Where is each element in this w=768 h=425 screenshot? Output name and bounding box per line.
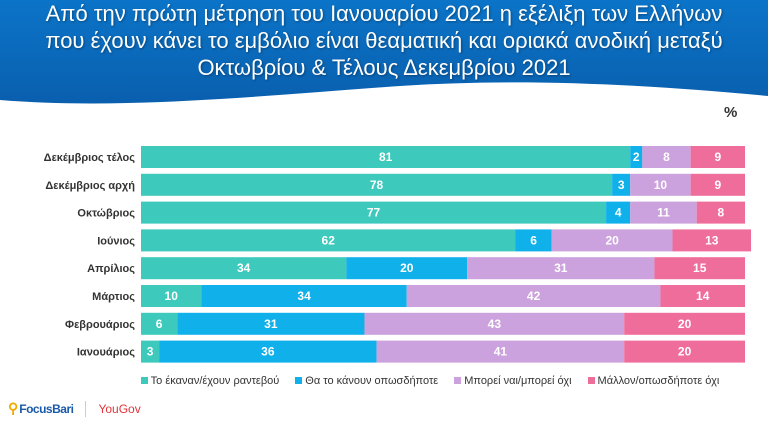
data-label: 36 — [261, 345, 275, 359]
bar-segment — [141, 229, 516, 252]
bar-segment — [654, 257, 745, 280]
bar-segment — [612, 173, 631, 196]
bar-segment — [141, 201, 607, 224]
logos: ⚲ FocusBari YouGov — [8, 400, 141, 417]
category-label: Ιανουάριος — [77, 347, 135, 359]
bar-segment — [364, 312, 625, 335]
data-label: 11 — [657, 206, 670, 220]
bar-segment — [690, 146, 745, 168]
header-banner — [0, 0, 768, 104]
category-label: Δεκέμβριος αρχή — [45, 180, 135, 192]
bar-segment — [630, 201, 697, 224]
legend-item: Θα το κάνουν οπωσδήποτε — [295, 375, 438, 387]
data-label: 6 — [530, 233, 537, 247]
legend-label: Θα το κάνουν οπωσδήποτε — [305, 375, 439, 387]
data-label: 9 — [714, 178, 721, 192]
bar-segment — [696, 201, 745, 224]
data-label: 20 — [605, 233, 619, 247]
bar-segment — [690, 173, 745, 196]
data-label: 42 — [527, 289, 541, 303]
legend-swatch — [587, 377, 595, 384]
bar-segment — [141, 173, 613, 196]
data-label: 4 — [615, 206, 622, 220]
data-label: 31 — [554, 261, 568, 275]
data-label: 2 — [633, 150, 640, 164]
legend-item: Μπορεί ναι/μπορεί όχι — [454, 375, 572, 387]
legend-swatch — [295, 377, 303, 384]
category-label: Οκτώβριος — [77, 208, 135, 220]
data-label: 20 — [400, 261, 414, 275]
category-label: Μάρτιος — [92, 291, 135, 303]
data-label: 31 — [264, 317, 278, 331]
title-line: Οκτωβρίου & Τέλους Δεκεμβρίου 2021 — [197, 55, 571, 80]
bar-segment — [141, 146, 631, 168]
bar-segment — [624, 312, 745, 335]
bar-segment — [624, 340, 745, 363]
legend: Το έκαναν/έχουν ραντεβού Θα το κάνουν οπω… — [110, 375, 750, 387]
bar-segment — [606, 201, 631, 224]
data-label: 9 — [714, 150, 721, 164]
data-label: 15 — [693, 261, 707, 275]
bar-segment — [141, 312, 178, 335]
data-label: 34 — [237, 261, 251, 275]
bar-segment — [551, 229, 673, 252]
data-label: 14 — [696, 289, 710, 303]
legend-label: Το έκαναν/έχουν ραντεβού — [150, 375, 280, 387]
bar-segment — [141, 285, 202, 307]
data-label: 41 — [494, 345, 508, 359]
chart-title: Από την πρώτη μέτρηση του Ιανουαρίου 202… — [0, 0, 768, 81]
bar-segment — [141, 340, 160, 363]
bar-segment — [346, 257, 468, 280]
magnifier-icon: ⚲ — [8, 400, 19, 416]
bar-segment — [159, 340, 377, 363]
bar-segment — [642, 146, 691, 168]
title-line: Από την πρώτη μέτρηση του Ιανουαρίου 202… — [45, 1, 723, 26]
data-label: 10 — [654, 178, 668, 192]
legend-label: Μάλλον/οπωσδήποτε όχι — [597, 375, 720, 387]
focusbari-logo: FocusBari — [19, 401, 74, 416]
data-label: 20 — [678, 317, 692, 331]
logo-divider — [85, 400, 87, 417]
bar-segment — [376, 340, 625, 363]
data-label: 8 — [717, 206, 724, 220]
unit-label: % — [724, 104, 738, 121]
category-label: Φεβρουάριος — [65, 319, 135, 331]
data-label: 78 — [370, 178, 384, 192]
data-label: 13 — [705, 233, 719, 247]
category-label: Ιούνιος — [97, 235, 135, 247]
data-label: 3 — [618, 178, 625, 192]
data-label: 10 — [165, 289, 179, 303]
data-label: 81 — [379, 150, 393, 164]
data-label: 62 — [322, 233, 336, 247]
bar-segment — [672, 229, 752, 252]
data-label: 8 — [663, 150, 670, 164]
legend-item: Το έκαναν/έχουν ραντεβού — [140, 375, 280, 387]
data-label: 43 — [488, 317, 502, 331]
title-line: που έχουν κάνει το εμβόλιο είναι θεαματι… — [45, 28, 723, 53]
bar-segment — [201, 285, 407, 307]
category-label: Απρίλιος — [87, 263, 135, 275]
legend-item: Μάλλον/οπωσδήποτε όχι — [587, 375, 720, 387]
legend-swatch — [454, 377, 462, 384]
bar-segment — [177, 312, 365, 335]
data-label: 3 — [147, 345, 154, 359]
data-label: 34 — [297, 289, 311, 303]
legend-swatch — [140, 377, 148, 384]
bar-segment — [141, 257, 347, 280]
data-label: 77 — [367, 206, 381, 220]
data-label: 20 — [678, 345, 692, 359]
bar-segment — [467, 257, 655, 280]
legend-label: Μπορεί ναι/μπορεί όχι — [464, 375, 572, 387]
bar-segment — [660, 285, 745, 307]
category-label: Δεκέμβριος τέλος — [44, 152, 136, 164]
bar-segment — [515, 229, 552, 252]
bar-segment — [630, 173, 691, 196]
bar-segment — [630, 146, 643, 168]
bar-segment — [406, 285, 661, 307]
data-label: 6 — [156, 317, 163, 331]
yougov-logo: YouGov — [98, 401, 141, 416]
